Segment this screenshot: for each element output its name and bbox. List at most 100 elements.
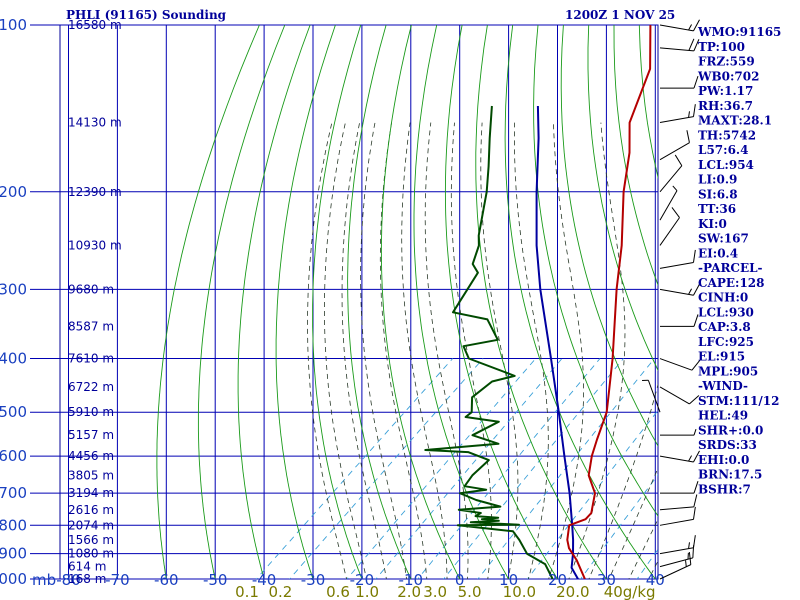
wind-barb-flag	[693, 39, 700, 52]
wind-barb	[659, 450, 700, 463]
wind-barb-staff	[659, 261, 694, 269]
mixing-ratio-line	[443, 358, 624, 579]
wind-barb	[660, 481, 699, 494]
index-value: EHI:0.0	[698, 453, 749, 467]
moist-adiabat-line	[548, 122, 584, 579]
temperature-tick-label: -60	[154, 571, 179, 589]
mixing-ratio-line	[417, 358, 601, 579]
pressure-tick-label: 700	[0, 484, 27, 502]
index-value: WMO:91165	[697, 25, 781, 39]
wind-barb-staff	[659, 386, 690, 405]
moist-adiabat-line	[514, 122, 549, 579]
height-label: 2074 m	[68, 518, 114, 532]
temperature-tick-label: 20	[548, 571, 567, 589]
height-label: 7610 m	[68, 352, 114, 366]
index-value: SRDS:33	[698, 438, 757, 452]
mixing-ratio-line	[289, 358, 484, 579]
wind-barb-staff	[659, 190, 678, 221]
mixing-ratio-label: 20.0	[556, 583, 589, 600]
moist-adiabat-line	[341, 122, 387, 579]
index-value: TP:100	[698, 40, 745, 54]
height-label: 12390 m	[68, 185, 122, 199]
dry-adiabat-line	[237, 25, 311, 579]
wind-barb-staff	[659, 518, 694, 526]
wind-barb	[659, 154, 683, 193]
index-value: EL:915	[698, 350, 745, 364]
index-value: LI:0.9	[698, 173, 737, 187]
wind-barb	[659, 283, 700, 296]
temperature-tick-label: -40	[252, 571, 277, 589]
moist-adiabat-line	[323, 122, 367, 579]
index-value: L57:6.4	[698, 143, 748, 157]
mixing-ratio-label: 2.0	[397, 583, 421, 600]
index-value: EI:0.4	[698, 246, 738, 260]
temperature-tick-label: 10	[499, 571, 518, 589]
index-value: LFC:925	[698, 335, 754, 349]
temperature-tick-label: 30	[597, 571, 616, 589]
temperature-tick-label: -10	[399, 571, 424, 589]
index-value: LCL:954	[698, 158, 754, 172]
wind-barb-staff	[659, 47, 694, 52]
mixing-ratio-label: 40g/kg	[604, 583, 656, 600]
dry-adiabat-line	[560, 25, 658, 447]
height-label: 16580 m	[68, 18, 122, 32]
moist-adiabat-line	[401, 122, 448, 579]
wind-barb	[659, 249, 696, 269]
wind-barb	[660, 429, 697, 436]
index-value: PW:1.17	[698, 84, 753, 98]
height-label: 6722 m	[68, 380, 114, 394]
moist-adiabat-line	[360, 122, 407, 579]
wind-barb-half-flag	[685, 560, 687, 567]
pressure-tick-label: 900	[0, 545, 27, 563]
mixing-ratio-label: 10.0	[503, 583, 536, 600]
pressure-tick-label: 100	[0, 16, 27, 34]
mixing-ratio-label: 0.6	[326, 583, 350, 600]
wind-barb-half-flag	[672, 185, 678, 191]
wind-barb-staff	[659, 24, 694, 32]
moist-adiabat-line	[480, 122, 519, 579]
height-label: 1566 m	[68, 533, 114, 547]
index-value: LCL:930	[698, 305, 754, 319]
wind-barb-staff	[659, 557, 693, 568]
wind-barb	[659, 386, 700, 405]
mixing-ratio-label: 0.1	[235, 583, 259, 600]
profile-layer	[424, 25, 652, 579]
index-value: CAP:3.8	[698, 320, 751, 334]
index-value: FRZ:559	[698, 55, 755, 69]
plot-frame	[59, 24, 659, 580]
temperature-line	[566, 25, 652, 579]
temperature-tick-label: -50	[203, 571, 228, 589]
index-value: TT:36	[698, 202, 736, 216]
mixing-ratio-line	[526, 409, 658, 579]
index-value: SHR+:0.0	[698, 423, 763, 437]
index-value: RH:36.7	[698, 99, 753, 113]
temperature-tick-label: 0	[455, 571, 465, 589]
wind-barb	[659, 19, 700, 32]
dry-adiabat-line	[275, 25, 336, 579]
index-value: -WIND-	[698, 379, 748, 393]
wind-barb-staff	[659, 142, 690, 161]
wind-barb-flag	[692, 104, 696, 117]
wind-barb-half-flag	[688, 24, 693, 31]
mixing-ratio-label: 1.0	[355, 583, 379, 600]
index-value: STM:111/12	[698, 394, 779, 408]
mixing-ratio-line	[580, 474, 658, 579]
grid-layer	[30, 24, 659, 580]
height-label: 3194 m	[68, 486, 114, 500]
wind-barb-layer	[642, 19, 701, 580]
wind-barb	[659, 535, 696, 555]
height-label: 4456 m	[68, 449, 114, 463]
index-value: TH:5742	[698, 128, 756, 142]
wind-barb-staff	[659, 564, 692, 580]
pressure-tick-label: 1000	[0, 570, 27, 588]
station-title: PHLI (91165) Sounding	[66, 8, 227, 22]
index-value: MPL:905	[698, 364, 758, 378]
wind-barb-half-flag	[693, 429, 697, 436]
wind-barb-flag	[674, 154, 683, 166]
moist-adiabat-line	[608, 467, 658, 579]
pressure-unit-label: mb	[32, 571, 56, 589]
wind-barb-half-flag	[688, 455, 693, 462]
wind-barb	[659, 545, 695, 568]
dry-adiabat-line	[587, 25, 658, 372]
